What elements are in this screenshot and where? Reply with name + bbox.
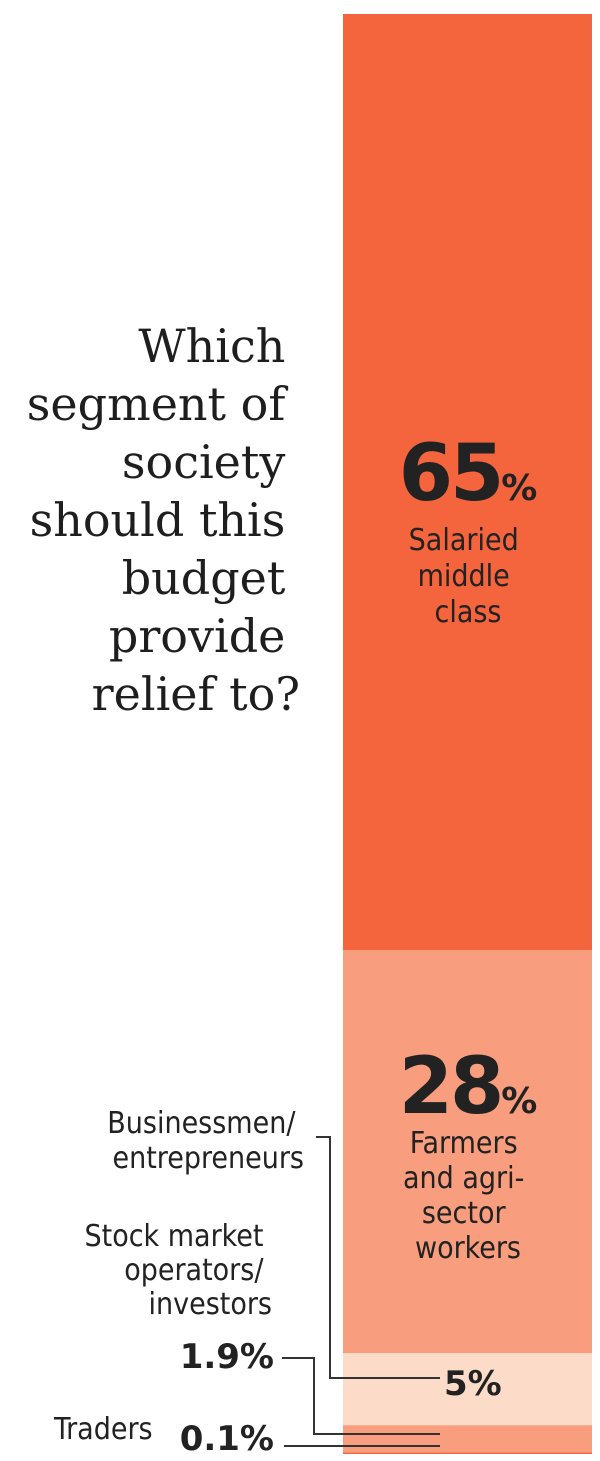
side-label-line: Stock market — [84, 1219, 263, 1254]
value-label-stock-market: 1.9% — [180, 1337, 274, 1377]
question-line-4: should this — [30, 493, 286, 547]
value-label-farmers: 28% — [399, 1042, 538, 1132]
bar-segments — [343, 14, 592, 1454]
question-line-5: budget — [122, 551, 286, 605]
value-percent-sign-farmers: % — [501, 1081, 537, 1122]
value-percent-sign-salaried: % — [501, 468, 537, 509]
segment-label-farmers: Farmers and agri- sector workers — [403, 1126, 533, 1266]
side-label-traders: Traders — [53, 1412, 153, 1447]
segment-label-line: class — [434, 595, 501, 630]
segment-label-line: and agri- — [403, 1161, 524, 1196]
segment-label-line: workers — [415, 1231, 521, 1266]
leader-line-stock-market — [282, 1357, 440, 1435]
segment-label-line: middle — [418, 559, 510, 594]
segment-label-line: Farmers — [410, 1126, 518, 1161]
value-number-salaried: 65 — [399, 429, 502, 519]
side-label-line: entrepreneurs — [113, 1141, 305, 1176]
bar-segment-traders — [343, 1452, 592, 1454]
bar-segment-businessmen — [343, 1353, 592, 1426]
bar-segment-salaried-middle-class — [343, 14, 592, 950]
question-line-7: relief to? — [92, 667, 300, 721]
side-label-businessmen: Businessmen/ entrepreneurs — [107, 1106, 304, 1176]
side-label-line: Businessmen/ — [107, 1106, 296, 1141]
value-label-traders: 0.1% — [180, 1419, 274, 1459]
question-heading: Which segment of society should this bud… — [27, 319, 300, 721]
value-label-salaried-middle-class: 65% — [399, 429, 538, 519]
segment-label-line: Salaried — [409, 523, 519, 558]
bar-segment-stock-market — [343, 1425, 592, 1453]
side-label-line: investors — [149, 1287, 273, 1322]
side-label-stock-market: Stock market operators/ investors — [84, 1219, 272, 1322]
segment-label-line: sector — [422, 1196, 507, 1231]
question-line-1: Which — [138, 319, 285, 373]
question-line-6: provide — [109, 609, 286, 663]
bar-segment-farmers — [343, 950, 592, 1354]
question-line-3: society — [122, 435, 285, 489]
leader-line-businessmen — [316, 1136, 440, 1379]
question-line-2: segment of — [27, 377, 289, 431]
value-number-farmers: 28 — [399, 1042, 502, 1132]
side-label-line: operators/ — [124, 1253, 264, 1288]
value-label-businessmen: 5% — [444, 1364, 502, 1404]
segment-label-salaried-middle-class: Salaried middle class — [409, 523, 528, 630]
